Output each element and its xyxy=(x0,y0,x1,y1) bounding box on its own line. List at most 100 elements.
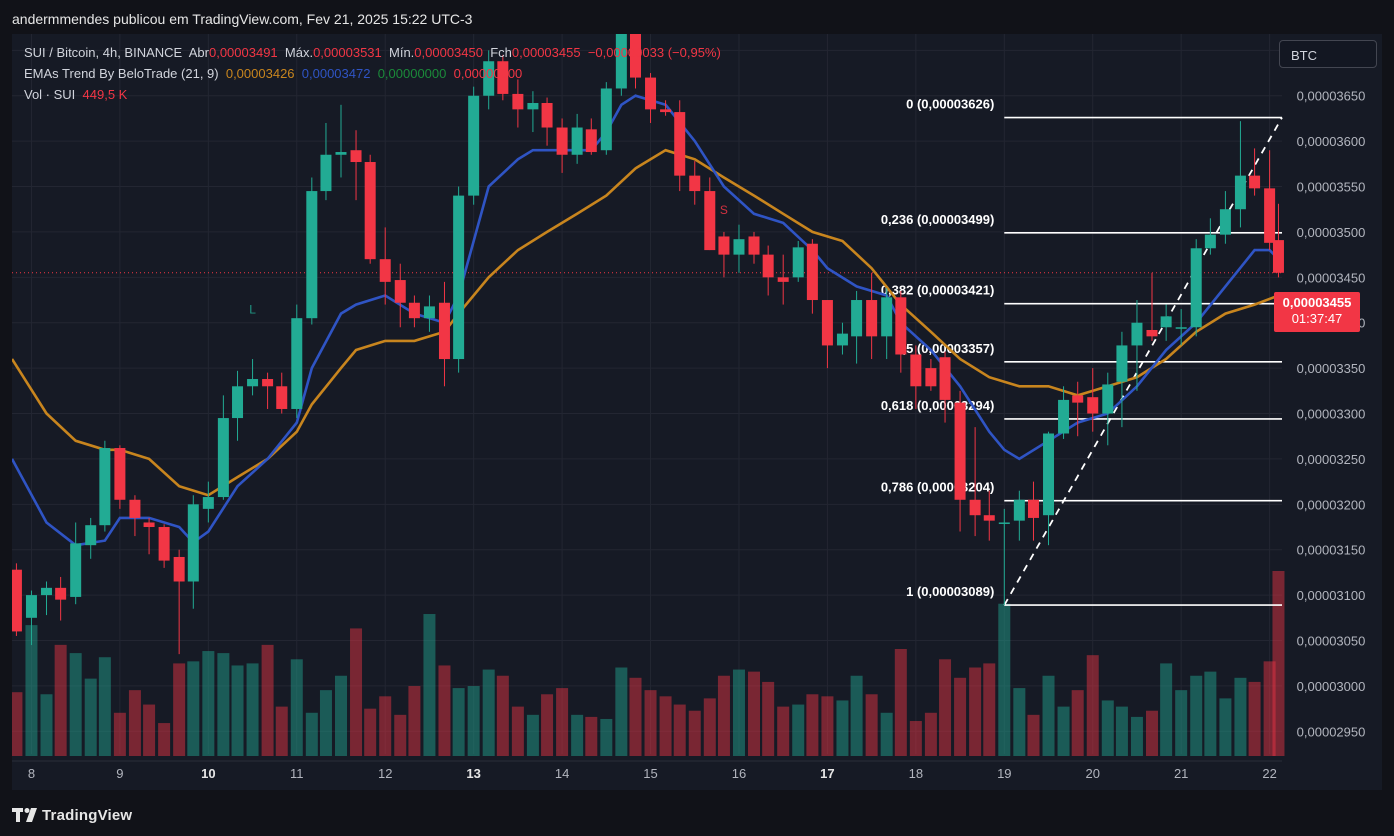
candle-body xyxy=(585,129,597,153)
volume-bar xyxy=(541,694,554,756)
close-label: Fch xyxy=(490,45,512,60)
volume-value: 449,5 K xyxy=(82,87,128,102)
volume-bar xyxy=(319,690,332,756)
candle-body xyxy=(453,195,465,360)
candle-body xyxy=(1043,433,1055,516)
volume-bar xyxy=(850,675,863,756)
candle-body xyxy=(55,587,67,600)
volume-bar xyxy=(556,688,569,756)
volume-bar xyxy=(644,690,657,756)
candle-body xyxy=(350,150,362,163)
volume-bar xyxy=(379,696,392,756)
x-tick-label: 15 xyxy=(643,766,657,781)
candle-body xyxy=(541,103,553,128)
y-tick-label: 0,00003100 xyxy=(1297,588,1366,603)
fib-level-label: 0,786 (0,00003204) xyxy=(881,480,994,495)
candle-body xyxy=(821,300,833,346)
candle-body xyxy=(85,525,97,546)
volume-bar xyxy=(703,698,716,756)
candle-body xyxy=(645,77,657,110)
candle-body xyxy=(1013,499,1025,521)
candle-body xyxy=(247,379,259,387)
candle-body xyxy=(733,239,745,255)
candle-body xyxy=(276,386,288,409)
volume-bar xyxy=(1130,716,1143,756)
volume-bar xyxy=(806,694,819,756)
symbol-compare-button[interactable]: BTC xyxy=(1279,40,1377,68)
candle-body xyxy=(1027,499,1039,518)
candle-body xyxy=(1272,240,1284,273)
candle-body xyxy=(483,61,495,96)
candle-body xyxy=(1131,322,1143,346)
legend-volume-row: Vol · SUI 449,5 K xyxy=(24,87,127,102)
volume-bar xyxy=(526,714,539,756)
ema-fast-line xyxy=(12,94,1280,547)
volume-bar xyxy=(496,675,509,756)
candle-body xyxy=(895,297,907,355)
candle-body xyxy=(689,175,701,192)
candle-body xyxy=(1072,395,1084,403)
volume-bar xyxy=(511,706,524,756)
candle-body xyxy=(232,386,244,419)
x-tick-label: 12 xyxy=(378,766,392,781)
y-tick-label: 0,00003450 xyxy=(1297,270,1366,285)
signal-marker: L xyxy=(249,303,256,317)
close-value: 0,00003455 xyxy=(511,45,581,60)
y-tick-label: 0,00003300 xyxy=(1297,407,1366,422)
y-tick-label: 0,00003200 xyxy=(1297,497,1366,512)
volume-bar xyxy=(894,648,907,756)
candle-body xyxy=(408,302,420,319)
y-tick-label: 0,00003150 xyxy=(1297,543,1366,558)
fib-level-label: 0,618 (0,00003294) xyxy=(881,398,994,413)
candle-body xyxy=(202,497,214,509)
candle-body xyxy=(527,103,539,110)
candle-body xyxy=(1249,175,1261,189)
volume-bar xyxy=(84,678,97,756)
price-chart[interactable]: 0 (0,00003626) 0,236 (0,00003499) 0,382 (0… xyxy=(12,34,1382,790)
volume-bar xyxy=(748,671,761,756)
x-tick-label: 20 xyxy=(1086,766,1100,781)
volume-bar xyxy=(173,663,186,756)
candle-body xyxy=(969,499,981,516)
candle-body xyxy=(718,236,730,255)
candle-body xyxy=(158,527,170,561)
candle-body xyxy=(423,306,435,319)
volume-bar xyxy=(673,704,686,756)
candle-body xyxy=(556,127,568,155)
volume-bar xyxy=(40,694,53,756)
chart-frame[interactable]: 0 (0,00003626) 0,236 (0,00003499) 0,382 (0… xyxy=(12,34,1382,790)
candle-body xyxy=(630,34,642,78)
candle-body xyxy=(306,191,318,319)
open-value: 0,00003491 xyxy=(208,45,278,60)
volume-bar xyxy=(1175,690,1188,756)
candle-body xyxy=(1058,399,1070,434)
volume-bar xyxy=(1027,714,1040,756)
current-price-tag: 0,00003455 01:37:47 xyxy=(1274,292,1360,332)
candle-body xyxy=(129,499,141,518)
volume-bar xyxy=(924,712,937,756)
volume-bar xyxy=(246,663,259,756)
volume-bar xyxy=(334,675,347,756)
volume-bar xyxy=(659,696,672,756)
volume-bar xyxy=(482,669,495,756)
volume-label[interactable]: Vol · SUI xyxy=(24,87,76,102)
candle-body xyxy=(1219,209,1231,235)
symbol-label[interactable]: SUI / Bitcoin, 4h, BINANCE xyxy=(24,45,183,60)
volume-bar xyxy=(880,712,893,756)
candle-body xyxy=(262,379,274,387)
volume-bar xyxy=(364,708,377,756)
ema-fast-value: 0,00003472 xyxy=(301,66,371,81)
zero-value-1: 0,00000000 xyxy=(377,66,447,81)
high-label: Máx. xyxy=(284,45,314,60)
fib-trend-line xyxy=(1003,117,1283,606)
volume-bar xyxy=(69,653,82,756)
x-tick-label: 14 xyxy=(555,766,569,781)
volume-bar xyxy=(275,706,288,756)
indicator-label[interactable]: EMAs Trend By BeloTrade (21, 9) xyxy=(24,66,219,81)
candle-body xyxy=(674,112,686,176)
signal-marker: L xyxy=(1191,275,1198,289)
candle-body xyxy=(468,95,480,196)
y-tick-label: 0,00003650 xyxy=(1297,89,1366,104)
candle-body xyxy=(173,556,185,582)
legend-indicator-row: EMAs Trend By BeloTrade (21, 9) 0,000034… xyxy=(24,66,522,81)
